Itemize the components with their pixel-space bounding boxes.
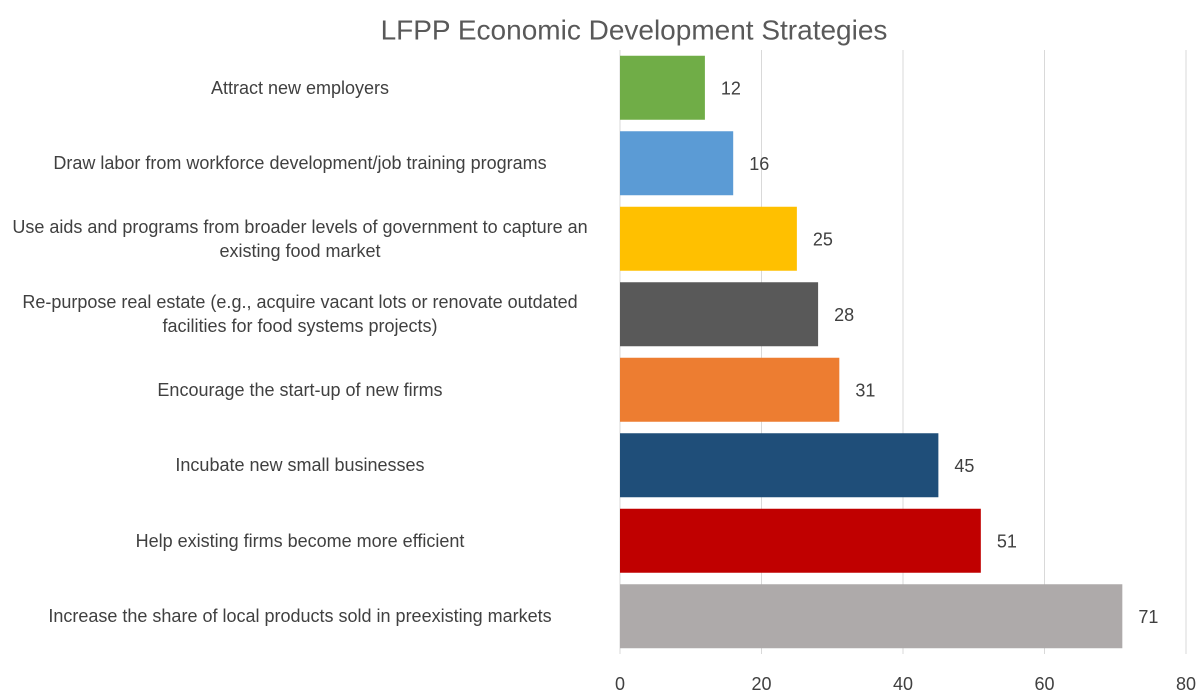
data-label: 16 bbox=[749, 154, 769, 174]
bar bbox=[620, 357, 840, 422]
y-tick-label: Help existing firms become more efficien… bbox=[135, 530, 465, 551]
y-tick-label: Re-purpose real estate (e.g., acquire va… bbox=[22, 292, 578, 337]
data-label: 45 bbox=[954, 456, 974, 476]
bar bbox=[620, 433, 939, 498]
y-tick-label: Attract new employers bbox=[210, 77, 390, 98]
y-tick-label: Use aids and programs from broader level… bbox=[12, 216, 588, 261]
bar bbox=[620, 584, 1123, 649]
data-label: 71 bbox=[1138, 607, 1158, 627]
bar bbox=[620, 508, 981, 573]
bar bbox=[620, 131, 734, 196]
data-label: 12 bbox=[721, 79, 741, 99]
x-tick-label: 60 bbox=[1034, 674, 1054, 694]
x-tick-label: 40 bbox=[893, 674, 913, 694]
chart-title: LFPP Economic Development Strategies bbox=[381, 14, 888, 45]
bar bbox=[620, 55, 705, 120]
y-tick-label: Incubate new small businesses bbox=[175, 455, 425, 476]
bar bbox=[620, 206, 797, 271]
y-tick-label: Draw labor from workforce development/jo… bbox=[53, 153, 547, 174]
x-tick-label: 80 bbox=[1176, 674, 1196, 694]
y-tick-label: Increase the share of local products sol… bbox=[48, 606, 552, 627]
data-label: 25 bbox=[813, 230, 833, 250]
data-label: 31 bbox=[855, 381, 875, 401]
data-label: 28 bbox=[834, 305, 854, 325]
x-tick-label: 0 bbox=[615, 674, 625, 694]
data-label: 51 bbox=[997, 532, 1017, 552]
y-tick-label: Encourage the start-up of new firms bbox=[157, 379, 443, 400]
bar bbox=[620, 282, 819, 347]
x-tick-label: 20 bbox=[751, 674, 771, 694]
